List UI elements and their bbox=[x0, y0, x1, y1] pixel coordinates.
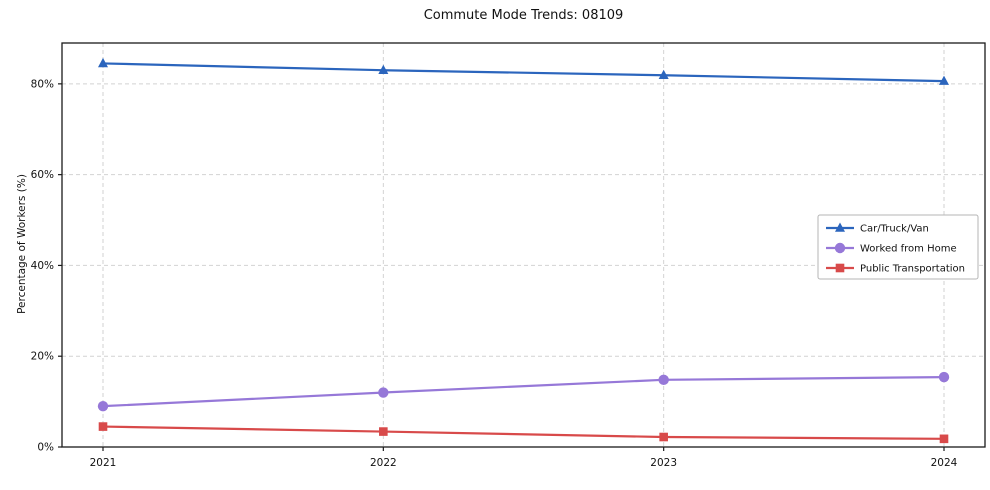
series-worked-from-home bbox=[97, 371, 950, 412]
y-tick-label: 0% bbox=[37, 442, 54, 454]
data-point-marker bbox=[378, 64, 389, 75]
data-point-marker bbox=[97, 400, 109, 412]
data-point-marker bbox=[378, 387, 389, 398]
legend-marker bbox=[834, 242, 846, 254]
data-point-marker bbox=[658, 69, 669, 80]
data-point-marker bbox=[938, 371, 950, 383]
data-point-marker bbox=[939, 75, 949, 85]
y-tick-label: 20% bbox=[31, 351, 54, 363]
data-point-marker bbox=[659, 432, 668, 442]
legend-label: Public Transportation bbox=[860, 264, 965, 275]
legend-box bbox=[817, 214, 979, 280]
y-tick-label: 80% bbox=[31, 78, 54, 90]
series-line-worked-from-home bbox=[102, 375, 945, 408]
data-point-marker bbox=[658, 374, 669, 386]
data-point-marker bbox=[379, 427, 388, 436]
data-point-marker bbox=[98, 57, 108, 68]
series-line-car-truck-van bbox=[102, 62, 945, 83]
legend-marker bbox=[835, 222, 845, 232]
legend-item-car-truck-van: Car/Truck/Van bbox=[826, 222, 929, 235]
x-tick-label: 2023 bbox=[650, 457, 677, 469]
legend-item-public-transportation: Public Transportation bbox=[826, 264, 965, 275]
series-car-truck-van bbox=[98, 57, 949, 85]
legend-item-worked-from-home: Worked from Home bbox=[826, 242, 957, 255]
legend-label: Car/Truck/Van bbox=[860, 224, 929, 235]
x-tick-label: 2024 bbox=[931, 457, 958, 469]
data-point-marker bbox=[98, 422, 108, 431]
y-tick-label: 60% bbox=[31, 169, 54, 181]
data-point-marker bbox=[939, 434, 949, 444]
legend: Car/Truck/Van Worked from Home Public Tran… bbox=[817, 214, 979, 280]
x-tick-label: 2021 bbox=[90, 457, 117, 469]
legend-label: Worked from Home bbox=[860, 244, 957, 255]
y-tick-label: 40% bbox=[31, 260, 54, 272]
axes-frame bbox=[61, 42, 986, 448]
x-tick-label: 2022 bbox=[370, 457, 397, 469]
series-public-transportation bbox=[98, 422, 949, 444]
legend-marker bbox=[835, 263, 845, 273]
chart-title: Commute Mode Trends: 08109 bbox=[423, 8, 624, 23]
axes: 0% 20% 40% 60% 80% 2021 2022 2023 2024 bbox=[31, 42, 986, 469]
series-line-public-transportation bbox=[102, 425, 945, 440]
